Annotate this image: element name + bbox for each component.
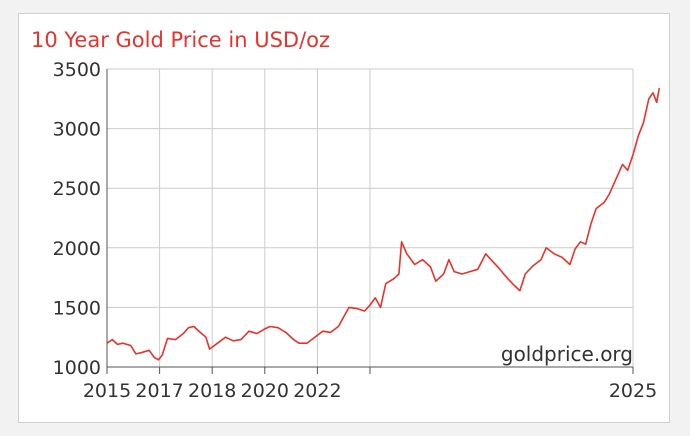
x-tick-label: 2015 — [83, 380, 131, 402]
y-tick-label: 1500 — [53, 297, 101, 319]
x-tick-label: 2017 — [135, 380, 183, 402]
gold-price-chart: 10 Year Gold Price in USD/oz 1000 1500 200… — [31, 28, 661, 402]
chart-title: 10 Year Gold Price in USD/oz — [31, 28, 330, 52]
x-tick-label: 2025 — [609, 380, 657, 402]
axis-layer — [106, 69, 634, 374]
tick-label-layer: 1000 1500 2000 2500 3000 3500 2015 2017 2018 2020… — [53, 59, 658, 402]
x-tick-label: 2022 — [293, 380, 341, 402]
grid-layer — [106, 68, 634, 368]
y-tick-label: 3000 — [53, 119, 101, 141]
x-tick-label: 2020 — [241, 380, 289, 402]
gold-price-line — [106, 87, 661, 361]
y-tick-label: 2000 — [53, 238, 101, 260]
x-tick-label: 2018 — [188, 380, 236, 402]
watermark: goldprice.org — [501, 342, 633, 366]
chart-frame: 10 Year Gold Price in USD/oz 1000 1500 200… — [18, 13, 670, 423]
y-tick-label: 2500 — [53, 178, 101, 200]
y-tick-label: 1000 — [53, 357, 101, 379]
y-tick-label: 3500 — [53, 59, 101, 81]
